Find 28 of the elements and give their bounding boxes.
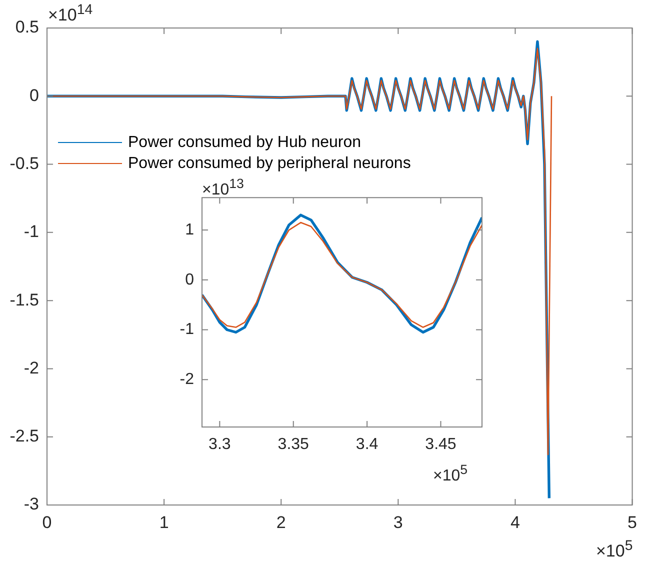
x-tick-label: 3.45 bbox=[425, 436, 456, 454]
x-tick-label: 2 bbox=[276, 512, 286, 532]
x-tick-label: 4 bbox=[510, 512, 520, 532]
y-tick-label: 1 bbox=[185, 221, 194, 238]
annotation: ×10$^{13}$ bbox=[202, 176, 244, 200]
x-tick-label: 3 bbox=[393, 512, 403, 532]
y-tick-label: -1.5 bbox=[10, 290, 39, 310]
x-tick-label: 3.3 bbox=[208, 436, 231, 454]
x-tick-label: 0 bbox=[42, 512, 52, 532]
y-tick-label: 0 bbox=[30, 86, 39, 105]
text: ×10$^{14}$ bbox=[48, 2, 93, 26]
y-tick-label: -1 bbox=[180, 321, 194, 338]
y-tick-label: -2 bbox=[24, 358, 39, 378]
y-tick-label: 0 bbox=[185, 271, 194, 288]
x-tick-label: 5 bbox=[628, 512, 638, 532]
text: ×10$^{5}$ bbox=[596, 538, 633, 562]
x-tick-label: 3.4 bbox=[356, 436, 378, 454]
y-tick-label: -1 bbox=[24, 222, 39, 242]
y-tick-label: -3 bbox=[24, 494, 39, 514]
annotation: ×10$^{5}$ bbox=[433, 462, 468, 486]
x-tick-label: 3.35 bbox=[278, 436, 310, 454]
y-tick-label: -2.5 bbox=[10, 426, 39, 446]
x-tick-label: 1 bbox=[159, 512, 169, 532]
y-tick-label: -2 bbox=[180, 371, 194, 388]
legend-label: Power consumed by Hub neuron bbox=[128, 134, 362, 152]
y-tick-label: -0.5 bbox=[10, 154, 39, 173]
y-tick-label: 0.5 bbox=[15, 18, 39, 37]
legend-label: Power consumed by peripheral neurons bbox=[128, 154, 411, 172]
